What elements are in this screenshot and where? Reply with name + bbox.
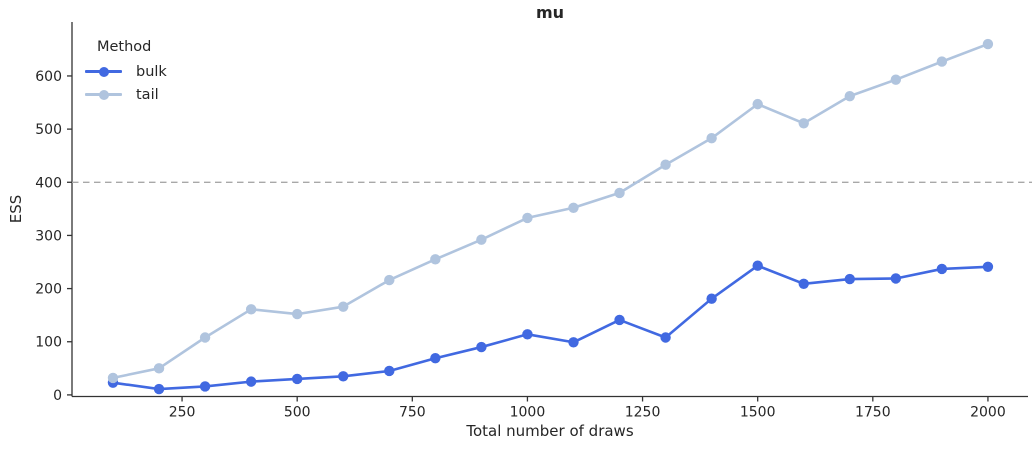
series-bulk-marker — [199, 381, 211, 392]
series-bulk-marker — [936, 263, 948, 275]
y-tick-label: 0 — [53, 388, 62, 404]
series-bulk-marker — [568, 337, 579, 348]
legend-item-bulk: bulk — [85, 60, 167, 83]
y-tick-label: 200 — [35, 282, 62, 298]
series-bulk-marker — [522, 329, 533, 340]
x-tick-label: 2000 — [970, 405, 1006, 421]
series-tail-marker — [476, 234, 487, 245]
x-tick-label: 1500 — [740, 405, 776, 421]
series-tail-marker — [107, 372, 119, 384]
series-tail-marker — [430, 254, 441, 265]
series-tail-marker — [245, 304, 257, 315]
legend-label-bulk: bulk — [136, 63, 167, 80]
series-tail-marker — [844, 90, 855, 102]
y-tick-label: 300 — [35, 228, 62, 244]
x-tick-label: 1750 — [855, 405, 891, 421]
series-tail-marker — [982, 38, 994, 50]
series-bulk-marker — [291, 373, 303, 385]
series-tail-marker — [614, 187, 625, 199]
series-bulk-marker — [844, 273, 855, 285]
series-tail-marker — [384, 274, 395, 286]
x-tick-label: 750 — [399, 405, 426, 421]
series-bulk-marker — [660, 332, 671, 343]
chart-title: mu — [535, 3, 565, 22]
series-bulk-marker — [982, 261, 994, 272]
series-tail-marker — [660, 159, 671, 170]
series-bulk-marker — [890, 273, 902, 284]
series-tail-marker — [568, 202, 579, 213]
x-tick-label: 250 — [169, 405, 196, 421]
y-axis-label: ESS — [7, 194, 25, 224]
series-bulk-marker — [752, 260, 763, 271]
series-bulk-line — [112, 264, 988, 391]
series-bulk-marker — [706, 293, 717, 304]
series-tail-line — [112, 42, 989, 380]
y-tick-label: 600 — [35, 69, 62, 85]
y-tick-label: 500 — [35, 122, 62, 138]
series-tail-marker — [338, 301, 349, 312]
series-tail-marker — [153, 363, 165, 374]
x-tick-label: 1250 — [625, 405, 661, 421]
legend: Method bulk tail — [85, 39, 167, 106]
x-tick-label: 500 — [284, 405, 311, 421]
series-tail-marker — [936, 56, 948, 67]
y-tick-label: 100 — [35, 335, 62, 351]
y-tick-label: 400 — [35, 175, 62, 191]
bulk-line-marker-icon — [85, 66, 122, 78]
legend-title: Method — [97, 39, 152, 55]
series-tail-marker — [199, 332, 211, 343]
x-tick-label: 1000 — [510, 405, 546, 421]
series-bulk-marker — [430, 353, 441, 364]
series-bulk-marker — [338, 371, 349, 382]
legend-item-tail: tail — [85, 83, 167, 106]
series-bulk-marker — [245, 376, 257, 387]
series-bulk-marker — [384, 365, 395, 377]
series-bulk-marker — [153, 383, 165, 395]
series-tail-marker — [752, 98, 763, 110]
series-bulk-marker — [476, 341, 487, 353]
legend-label-tail: tail — [136, 86, 159, 103]
series-tail-marker — [706, 132, 717, 144]
tail-line-marker-icon — [85, 89, 122, 101]
series-bulk-marker — [614, 314, 625, 326]
series-tail-marker — [522, 212, 533, 224]
series-tail-marker — [291, 308, 303, 320]
x-axis-label: Total number of draws — [466, 422, 634, 440]
series-tail-marker — [890, 74, 902, 85]
series-bulk-marker — [798, 278, 809, 290]
series-tail-marker — [798, 118, 809, 129]
